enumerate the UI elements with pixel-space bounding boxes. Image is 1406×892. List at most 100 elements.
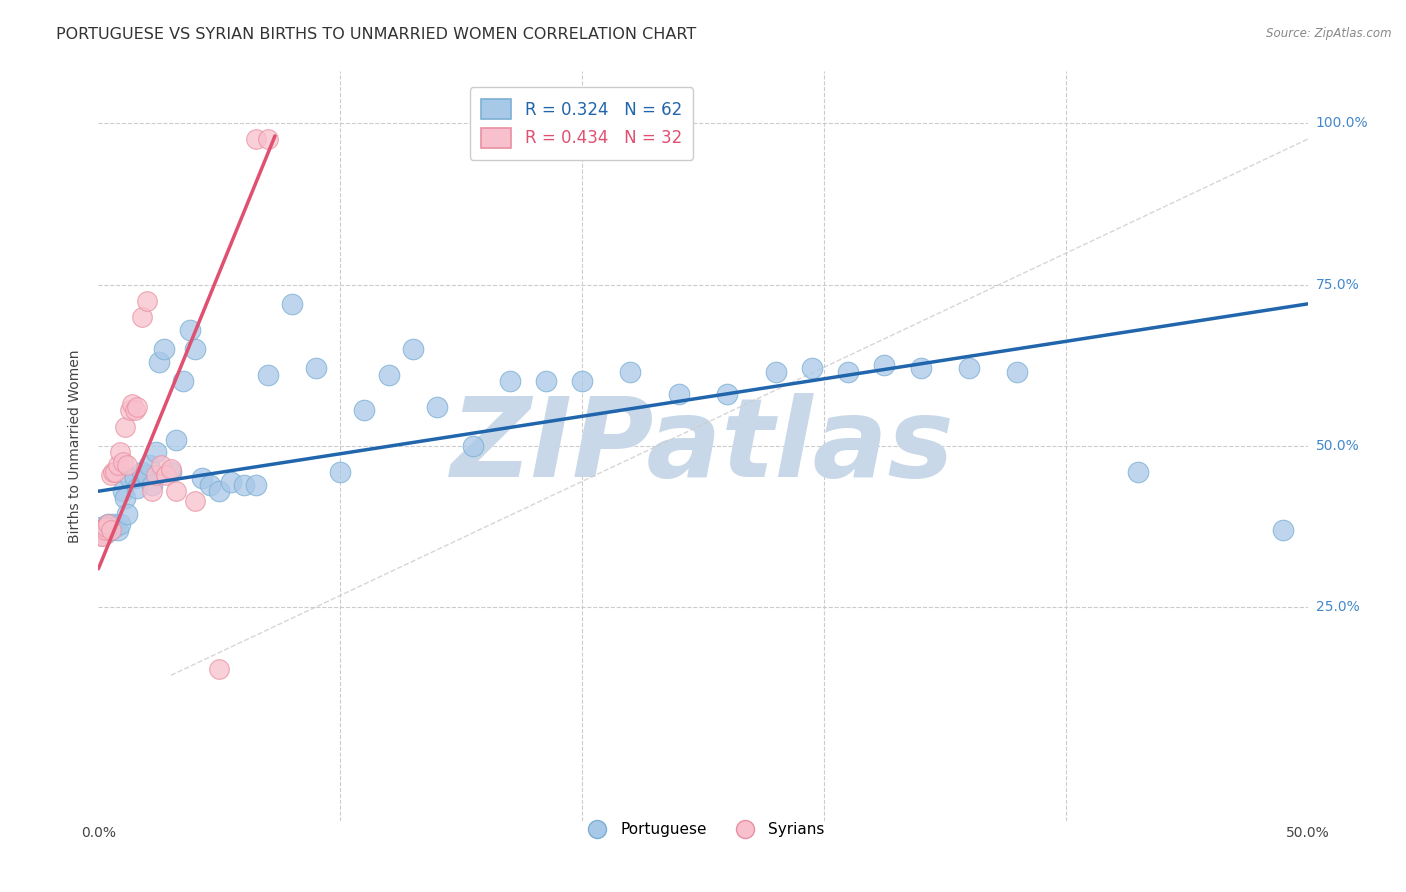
- Point: [179, 323, 201, 337]
- Point: [329, 465, 352, 479]
- Text: 25.0%: 25.0%: [1316, 600, 1360, 615]
- Point: [172, 375, 194, 389]
- Point: [94, 520, 117, 534]
- Point: [305, 361, 328, 376]
- Point: [90, 529, 112, 543]
- Point: [104, 520, 127, 534]
- Point: [765, 365, 787, 379]
- Point: [90, 523, 112, 537]
- Point: [160, 461, 183, 475]
- Point: [97, 523, 120, 537]
- Point: [534, 375, 557, 389]
- Point: [353, 403, 375, 417]
- Point: [107, 458, 129, 473]
- Point: [152, 342, 174, 356]
- Point: [111, 484, 134, 499]
- Point: [90, 520, 112, 534]
- Point: [426, 401, 449, 415]
- Point: [100, 520, 122, 534]
- Point: [108, 516, 131, 531]
- Point: [117, 507, 139, 521]
- Text: Source: ZipAtlas.com: Source: ZipAtlas.com: [1267, 27, 1392, 40]
- Point: [160, 465, 183, 479]
- Point: [191, 471, 214, 485]
- Text: 50.0%: 50.0%: [1316, 439, 1360, 453]
- Point: [124, 471, 146, 485]
- Point: [138, 458, 160, 473]
- Point: [100, 523, 122, 537]
- Point: [208, 484, 231, 499]
- Point: [165, 484, 187, 499]
- Point: [957, 361, 980, 376]
- Point: [208, 662, 231, 676]
- Text: ZIPatlas: ZIPatlas: [451, 392, 955, 500]
- Point: [463, 439, 485, 453]
- Point: [571, 375, 593, 389]
- Point: [1007, 365, 1029, 379]
- Point: [256, 368, 278, 382]
- Point: [141, 484, 163, 499]
- Point: [145, 445, 167, 459]
- Point: [245, 477, 267, 491]
- Point: [117, 458, 139, 473]
- Point: [619, 365, 641, 379]
- Point: [111, 455, 134, 469]
- Point: [377, 368, 399, 382]
- Point: [90, 523, 112, 537]
- Point: [108, 445, 131, 459]
- Point: [124, 403, 146, 417]
- Point: [114, 419, 136, 434]
- Point: [910, 361, 932, 376]
- Y-axis label: Births to Unmarried Women: Births to Unmarried Women: [69, 350, 83, 542]
- Text: 75.0%: 75.0%: [1316, 277, 1360, 292]
- Point: [127, 401, 149, 415]
- Point: [91, 529, 114, 543]
- Point: [148, 355, 170, 369]
- Point: [100, 468, 122, 483]
- Point: [135, 468, 157, 483]
- Point: [150, 458, 173, 473]
- Point: [97, 516, 120, 531]
- Point: [281, 297, 304, 311]
- Point: [716, 387, 738, 401]
- Point: [91, 523, 114, 537]
- Point: [94, 526, 117, 541]
- Point: [131, 310, 153, 324]
- Point: [107, 523, 129, 537]
- Point: [104, 465, 127, 479]
- Point: [256, 132, 278, 146]
- Point: [245, 132, 267, 146]
- Point: [198, 477, 221, 491]
- Legend: Portuguese, Syrians: Portuguese, Syrians: [576, 816, 830, 843]
- Point: [97, 516, 120, 531]
- Point: [91, 523, 114, 537]
- Point: [131, 465, 153, 479]
- Point: [402, 342, 425, 356]
- Point: [1272, 523, 1295, 537]
- Point: [232, 477, 254, 491]
- Point: [141, 477, 163, 491]
- Point: [668, 387, 690, 401]
- Point: [94, 523, 117, 537]
- Point: [127, 481, 149, 495]
- Point: [118, 403, 141, 417]
- Point: [114, 491, 136, 505]
- Point: [155, 468, 177, 483]
- Point: [94, 520, 117, 534]
- Point: [165, 433, 187, 447]
- Text: PORTUGUESE VS SYRIAN BIRTHS TO UNMARRIED WOMEN CORRELATION CHART: PORTUGUESE VS SYRIAN BIRTHS TO UNMARRIED…: [56, 27, 696, 42]
- Point: [118, 471, 141, 485]
- Point: [100, 523, 122, 537]
- Point: [184, 342, 207, 356]
- Point: [837, 365, 859, 379]
- Point: [91, 526, 114, 541]
- Point: [101, 516, 124, 531]
- Point: [800, 361, 823, 376]
- Point: [145, 468, 167, 483]
- Point: [101, 465, 124, 479]
- Point: [1128, 465, 1150, 479]
- Point: [184, 494, 207, 508]
- Text: 100.0%: 100.0%: [1316, 116, 1368, 130]
- Point: [221, 475, 243, 489]
- Point: [873, 358, 896, 372]
